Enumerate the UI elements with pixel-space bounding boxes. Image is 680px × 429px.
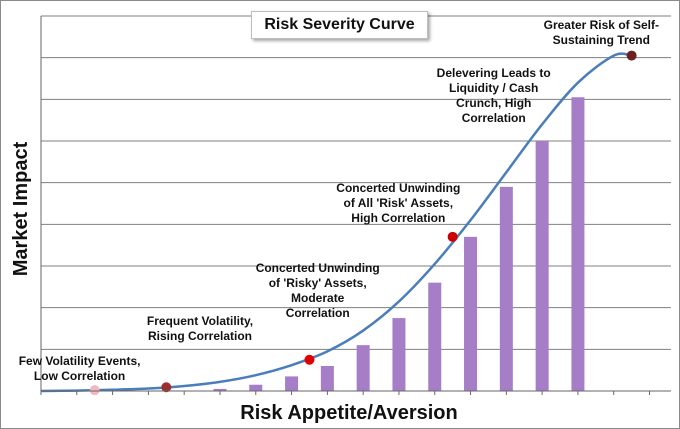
axes — [40, 16, 671, 395]
bar — [464, 236, 478, 391]
curve-point — [626, 50, 637, 61]
bar — [213, 388, 227, 391]
annotations: Few Volatility Events, Low CorrelationFre… — [19, 18, 659, 383]
bar — [392, 318, 406, 391]
annotation-label: Greater Risk of Self-Sustaining Trend — [544, 18, 659, 47]
bar — [535, 141, 549, 391]
risk-curve-line — [40, 52, 632, 393]
bar — [356, 345, 370, 391]
annotation-label: Few Volatility Events, Low Correlation — [19, 354, 141, 383]
curve-points — [89, 50, 637, 396]
bar — [285, 376, 299, 391]
annotation-label: Delevering Leads to Liquidity / Cash Crunc… — [437, 66, 551, 125]
chart-title: Risk Severity Curve — [251, 11, 428, 39]
bar — [571, 97, 585, 391]
bar — [320, 366, 334, 391]
x-axis-label: Risk Appetite/Aversion — [240, 402, 457, 424]
curve-point — [447, 231, 458, 242]
annotation-label: Concerted Unwinding of 'Risky' Assets, Mod… — [256, 261, 380, 320]
bar-series — [213, 97, 585, 391]
annotation-label: Frequent Volatility, Rising Correlation — [147, 314, 253, 343]
curve-point — [89, 385, 100, 396]
bar — [428, 282, 442, 391]
y-axis-label: Market Impact — [10, 141, 32, 276]
bar — [249, 384, 263, 391]
bar — [499, 186, 513, 391]
annotation-label: Concerted Unwinding of All 'Risk' Assets,… — [336, 181, 460, 225]
curve-point — [304, 354, 315, 365]
curve-point — [161, 382, 172, 393]
